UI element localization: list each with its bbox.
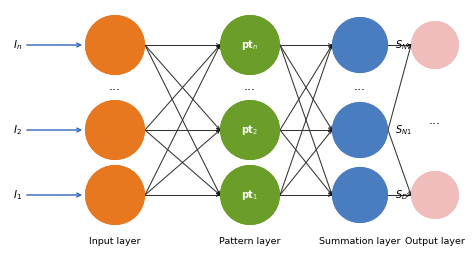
Ellipse shape	[220, 165, 280, 225]
Ellipse shape	[220, 15, 280, 75]
Ellipse shape	[332, 17, 388, 73]
Ellipse shape	[411, 171, 459, 219]
Ellipse shape	[85, 15, 145, 75]
Text: ...: ...	[244, 80, 256, 93]
Ellipse shape	[332, 102, 388, 158]
Text: I$_1$: I$_1$	[13, 188, 23, 202]
Ellipse shape	[332, 17, 388, 73]
Text: ...: ...	[354, 80, 366, 93]
Ellipse shape	[411, 171, 459, 219]
Ellipse shape	[220, 165, 280, 225]
Ellipse shape	[332, 167, 388, 223]
Text: Summation layer: Summation layer	[319, 238, 401, 246]
Text: pt$_2$: pt$_2$	[241, 123, 259, 137]
Ellipse shape	[411, 21, 459, 69]
Ellipse shape	[85, 15, 145, 75]
Text: Pattern layer: Pattern layer	[219, 238, 281, 246]
Text: S$_D$: S$_D$	[395, 188, 408, 202]
Ellipse shape	[85, 165, 145, 225]
Ellipse shape	[220, 15, 280, 75]
Ellipse shape	[332, 102, 388, 158]
Text: pt$_n$: pt$_n$	[241, 38, 259, 52]
Ellipse shape	[85, 100, 145, 160]
Ellipse shape	[220, 100, 280, 160]
Text: S$_{N1}$: S$_{N1}$	[395, 123, 412, 137]
Ellipse shape	[220, 100, 280, 160]
Text: pt$_1$: pt$_1$	[241, 188, 259, 202]
Ellipse shape	[85, 165, 145, 225]
Text: Output layer: Output layer	[405, 238, 465, 246]
Text: Input layer: Input layer	[89, 238, 141, 246]
Text: I$_n$: I$_n$	[13, 38, 23, 52]
Text: ...: ...	[429, 114, 441, 126]
Ellipse shape	[411, 21, 459, 69]
Text: S$_{NT}$: S$_{NT}$	[395, 38, 413, 52]
Text: I$_2$: I$_2$	[13, 123, 22, 137]
Ellipse shape	[332, 167, 388, 223]
Text: ...: ...	[109, 80, 121, 93]
Ellipse shape	[85, 100, 145, 160]
